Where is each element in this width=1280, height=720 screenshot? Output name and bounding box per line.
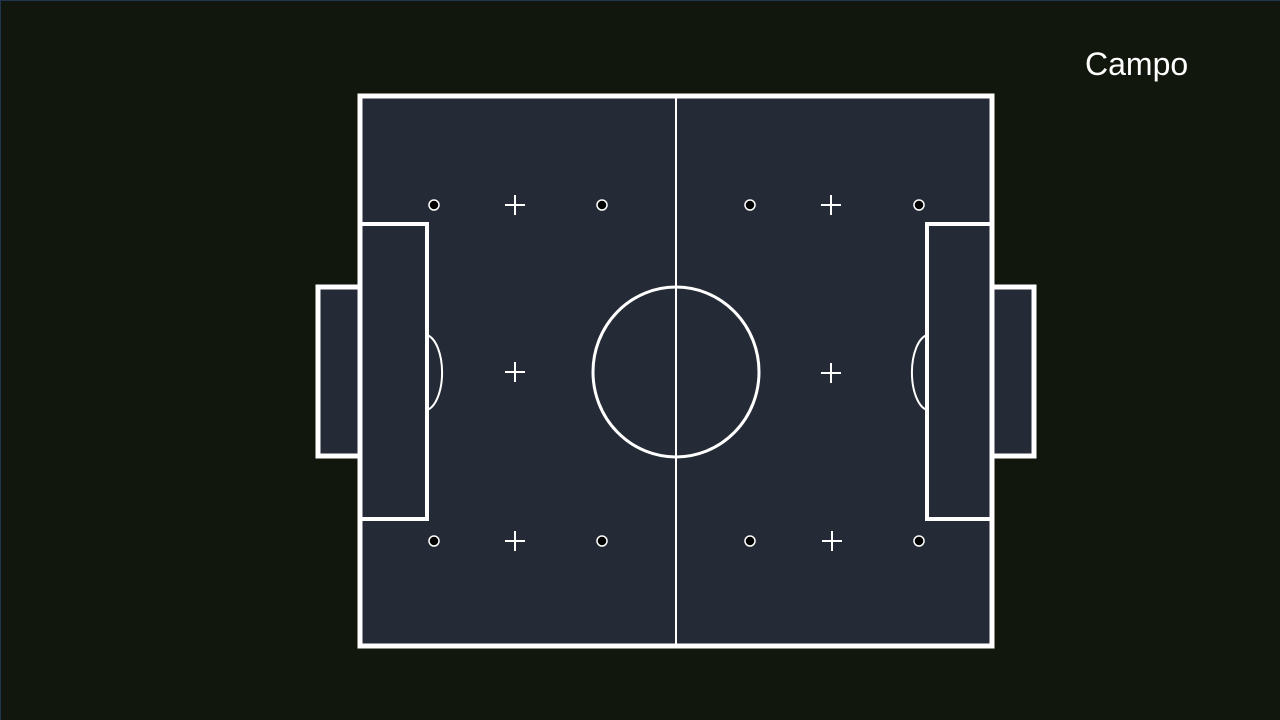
- cross-marker: [822, 531, 842, 551]
- center-circle: [591, 285, 761, 459]
- cross-markers: [505, 195, 842, 551]
- cross-marker: [505, 362, 525, 382]
- cross-marker: [505, 531, 525, 551]
- right-penalty-area: [925, 222, 994, 521]
- circle-marker: [913, 535, 925, 547]
- circle-marker: [913, 199, 925, 211]
- cross-marker: [505, 195, 525, 215]
- cross-marker: [821, 195, 841, 215]
- circle-markers: [428, 199, 925, 547]
- circle-marker: [744, 535, 756, 547]
- left-goal: [315, 284, 363, 459]
- cross-marker: [821, 363, 841, 383]
- right-goal: [989, 284, 1037, 459]
- circle-marker: [428, 199, 440, 211]
- circle-marker: [428, 535, 440, 547]
- left-penalty-area: [358, 222, 429, 521]
- right-penalty-arc: [910, 334, 928, 411]
- circle-marker: [596, 199, 608, 211]
- slide-title: Campo: [1085, 46, 1189, 82]
- left-penalty-arc: [426, 334, 444, 411]
- circle-marker: [596, 535, 608, 547]
- circle-marker: [744, 199, 756, 211]
